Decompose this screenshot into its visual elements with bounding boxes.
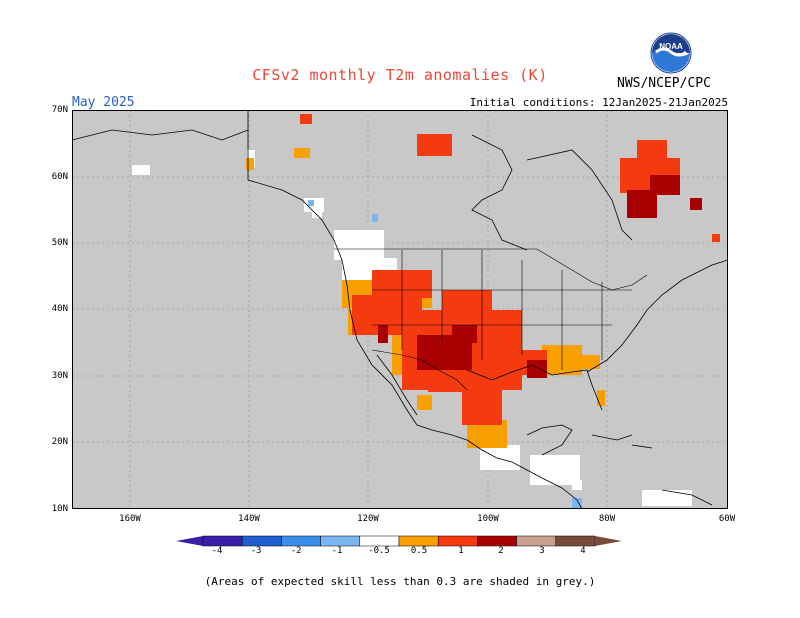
graticule — [72, 110, 728, 509]
colorbar-swatch — [437, 535, 478, 547]
colorbar-swatch — [398, 535, 439, 547]
colorbar-swatches — [202, 535, 596, 547]
colorbar-swatch — [555, 535, 596, 547]
colorbar-label: -0.5 — [368, 546, 390, 556]
colorbar-swatch — [359, 535, 400, 547]
lat-label-70n: 70N — [51, 105, 68, 115]
lon-label-120w: 120W — [357, 514, 379, 524]
lon-label-80w: 80W — [598, 514, 616, 524]
political-borders — [334, 248, 648, 391]
lon-label-160w: 160W — [119, 514, 141, 524]
colorbar-cap-left — [176, 536, 203, 546]
colorbar-label: 4 — [580, 546, 586, 556]
colorbar — [176, 535, 622, 547]
agency-label: NWS/NCEP/CPC — [617, 76, 711, 91]
colorbar-swatch — [281, 535, 321, 547]
lat-label-10n: 10N — [51, 504, 68, 514]
colorbar-swatch — [516, 535, 557, 547]
lon-label-100w: 100W — [477, 514, 499, 524]
noaa-logo: NOAA — [650, 32, 692, 74]
map-frame — [72, 110, 728, 509]
anomaly-map — [72, 110, 728, 509]
colorbar-label: 1 — [458, 546, 464, 556]
colorbar-cap-right — [595, 536, 622, 546]
noaa-logo-text: NOAA — [659, 42, 683, 51]
colorbar-label: -4 — [211, 546, 223, 556]
colorbar-label: 2 — [498, 546, 504, 556]
lat-label-20n: 20N — [51, 437, 68, 447]
initial-conditions: Initial conditions: 12Jan2025-21Jan2025 — [469, 96, 728, 109]
colorbar-label: -3 — [250, 546, 262, 556]
cool-anomaly-areas — [308, 200, 582, 509]
valid-month: May 2025 — [72, 95, 135, 110]
coastlines — [72, 110, 728, 509]
lat-label-50n: 50N — [51, 238, 68, 248]
lon-label-140w: 140W — [238, 514, 260, 524]
colorbar-swatch — [477, 535, 517, 547]
anomaly-2-to-3-areas — [378, 175, 702, 378]
colorbar-label: 3 — [539, 546, 545, 556]
lat-label-60n: 60N — [51, 172, 68, 182]
map-title: CFSv2 monthly T2m anomalies (K) — [252, 66, 548, 84]
colorbar-label: -2 — [290, 546, 302, 556]
colorbar-label: 0.5 — [410, 546, 428, 556]
colorbar-swatch — [320, 535, 361, 547]
lon-label-60w: 60W — [718, 514, 736, 524]
colorbar-swatch — [241, 535, 282, 547]
lat-label-40n: 40N — [51, 304, 68, 314]
lat-label-30n: 30N — [51, 371, 68, 381]
skill-footnote: (Areas of expected skill less than 0.3 a… — [204, 575, 596, 588]
colorbar-label: -1 — [331, 546, 343, 556]
colorbar-swatch — [202, 535, 243, 547]
